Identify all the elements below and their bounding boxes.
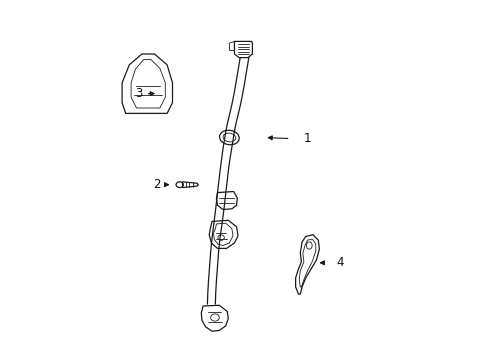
Text: 3: 3 <box>135 87 142 100</box>
Text: 4: 4 <box>336 256 343 269</box>
Text: 1: 1 <box>303 132 311 145</box>
Text: 2: 2 <box>153 178 161 191</box>
